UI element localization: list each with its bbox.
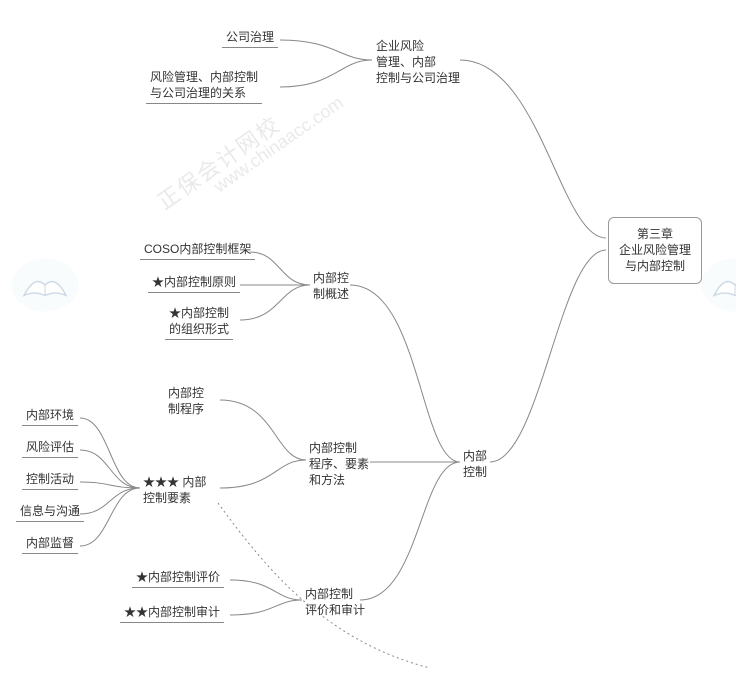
node-level1-b: 内部 控制 (463, 448, 487, 480)
node-b1: 内部控 制概述 (313, 270, 349, 302)
node-e2: ★★内部控制审计 (120, 602, 224, 623)
node-f4: 信息与沟通 (16, 501, 84, 522)
root-node: 第三章 企业风险管理 与内部控制 (608, 217, 702, 284)
node-d1: 内部控 制程序 (168, 385, 204, 417)
node-f2: 风险评估 (22, 437, 78, 458)
node-c2: ★内部控制原则 (148, 272, 240, 293)
logo-icon (10, 255, 80, 315)
node-a2: 风险管理、内部控制 与公司治理的关系 (146, 67, 262, 104)
node-d2: ★★★ 内部 控制要素 (143, 474, 206, 506)
node-e1: ★内部控制评价 (132, 567, 224, 588)
node-b3: 内部控制 评价和审计 (305, 586, 365, 618)
node-f5: 内部监督 (22, 533, 78, 554)
node-b2: 内部控制 程序、要素 和方法 (309, 440, 369, 489)
logo-icon (700, 255, 736, 315)
node-a1: 公司治理 (222, 27, 278, 48)
node-c3: ★内部控制 的组织形式 (165, 303, 233, 340)
node-f1: 内部环境 (22, 405, 78, 426)
watermark-text-2: www.chinaacc.com (210, 92, 347, 197)
node-c1: COSO内部控制框架 (140, 239, 255, 260)
node-level1-a: 企业风险 管理、内部 控制与公司治理 (376, 38, 460, 87)
connector-lines (0, 0, 736, 678)
node-f3: 控制活动 (22, 469, 78, 490)
watermark-text-1: 正保会计网校 (150, 107, 286, 216)
